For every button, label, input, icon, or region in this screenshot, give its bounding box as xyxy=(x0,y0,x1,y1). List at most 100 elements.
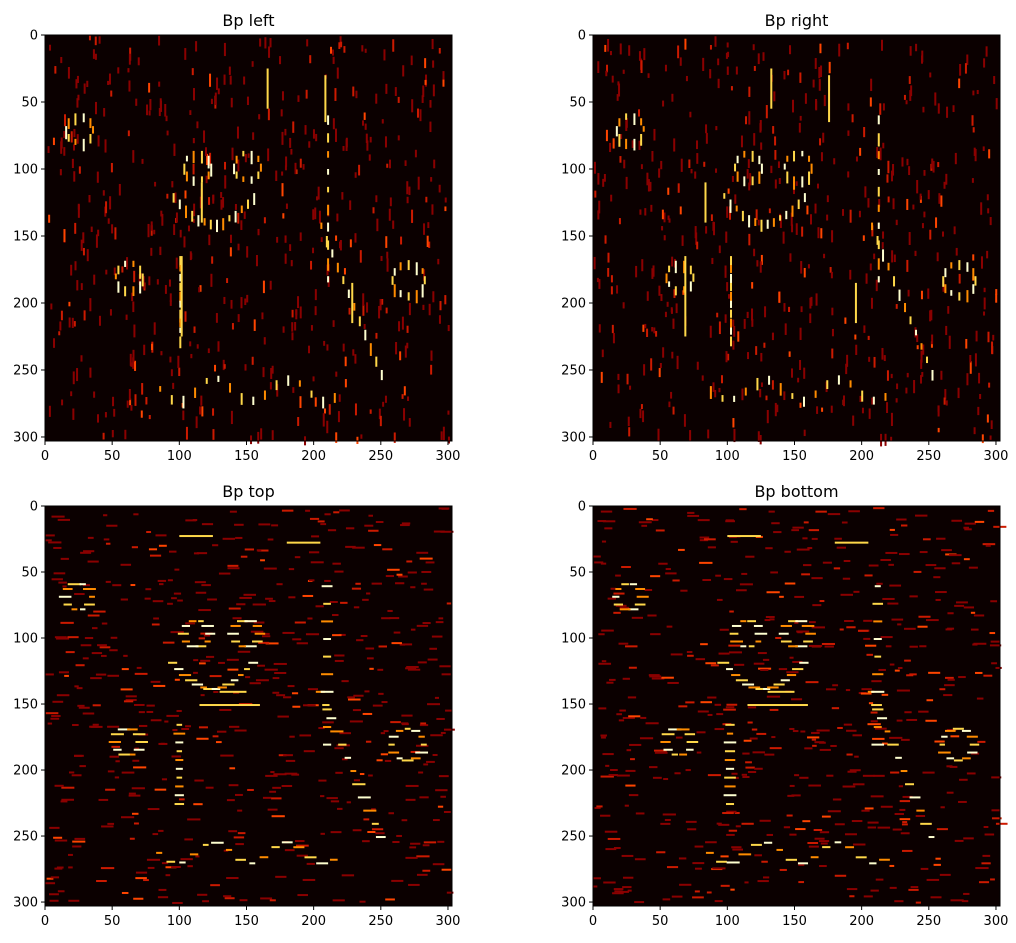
heatmap-cell xyxy=(193,203,196,217)
heatmap-cell xyxy=(227,668,239,671)
heatmap-cell xyxy=(664,311,667,318)
heatmap-cell xyxy=(271,797,282,800)
heatmap-cell xyxy=(373,544,382,547)
heatmap-cell xyxy=(80,283,83,290)
heatmap-cell xyxy=(799,327,802,340)
heatmap-cell xyxy=(270,771,275,774)
heatmap-cell xyxy=(892,828,902,831)
heatmap-cell xyxy=(932,160,935,173)
heatmap-cell xyxy=(748,182,751,191)
heatmap-cell xyxy=(398,321,401,332)
heatmap-cell xyxy=(49,44,52,51)
heatmap-cell xyxy=(195,855,200,858)
heatmap-cell xyxy=(954,839,964,842)
heatmap-edge-cell xyxy=(266,68,269,109)
y-tick-label: 100 xyxy=(561,632,586,647)
heatmap-cell xyxy=(444,206,447,212)
heatmap-cell xyxy=(237,832,246,835)
heatmap-cell xyxy=(880,433,883,447)
heatmap-cell xyxy=(601,629,614,632)
heatmap-cell xyxy=(667,187,670,195)
heatmap-edge-cell xyxy=(327,222,330,232)
heatmap-cell xyxy=(653,749,667,752)
heatmap-cell xyxy=(109,309,112,316)
heatmap-cell xyxy=(880,805,893,808)
heatmap-cell xyxy=(901,738,910,741)
heatmap-cell xyxy=(320,523,327,526)
heatmap-cell xyxy=(687,514,700,517)
heatmap-cell xyxy=(653,128,656,141)
heatmap-edge-cell xyxy=(244,620,257,623)
x-tick-label: 200 xyxy=(849,449,874,464)
heatmap-cell xyxy=(661,226,664,231)
heatmap-cell xyxy=(949,765,958,768)
heatmap-cell xyxy=(361,45,364,52)
heatmap-cell xyxy=(305,509,311,512)
heatmap-cell xyxy=(384,136,387,148)
heatmap-edge-cell xyxy=(89,595,95,598)
heatmap-cell xyxy=(317,520,325,523)
heatmap-edge-cell xyxy=(205,632,216,635)
heatmap-edge-cell xyxy=(179,300,182,308)
heatmap-cell xyxy=(925,619,939,622)
heatmap-cell xyxy=(870,720,878,723)
heatmap-cell xyxy=(68,301,71,307)
heatmap-cell xyxy=(759,261,762,273)
heatmap-cell xyxy=(617,81,620,86)
heatmap-cell xyxy=(403,386,406,396)
heatmap-cell xyxy=(277,715,289,718)
heatmap-cell xyxy=(647,73,650,78)
heatmap-edge-cell xyxy=(786,155,789,162)
heatmap-edge-cell xyxy=(730,273,733,286)
heatmap-cell xyxy=(365,647,375,650)
heatmap-cell xyxy=(388,208,391,221)
heatmap-cell xyxy=(651,150,654,162)
heatmap-cell xyxy=(428,303,431,316)
heatmap-cell xyxy=(593,877,601,880)
heatmap-edge-cell xyxy=(173,732,186,735)
heatmap-edge-cell xyxy=(410,757,421,760)
heatmap-cell xyxy=(790,212,793,226)
heatmap-cell xyxy=(77,704,85,707)
heatmap-edge-cell xyxy=(887,743,899,746)
heatmap-cell xyxy=(257,431,260,444)
heatmap-cell xyxy=(609,421,612,428)
heatmap-cell xyxy=(685,701,695,704)
heatmap-cell xyxy=(93,274,96,285)
heatmap-cell xyxy=(681,235,684,246)
heatmap-cell xyxy=(800,261,803,274)
heatmap-cell xyxy=(70,391,73,397)
heatmap-cell xyxy=(604,830,618,833)
heatmap-cell xyxy=(436,717,445,720)
heatmap-edge-cell xyxy=(67,583,82,586)
heatmap-cell xyxy=(394,87,397,97)
heatmap-cell xyxy=(717,78,720,89)
heatmap-cell xyxy=(281,91,284,101)
heatmap-cell xyxy=(151,623,160,626)
heatmap-cell xyxy=(158,35,161,46)
heatmap-edge-cell xyxy=(717,661,730,664)
heatmap-edge-cell xyxy=(854,282,857,324)
heatmap-cell xyxy=(739,583,753,586)
heatmap-edge-cell xyxy=(683,286,686,293)
heatmap-cell xyxy=(339,509,350,512)
heatmap-edge-cell xyxy=(203,218,206,226)
heatmap-cell xyxy=(170,369,173,377)
heatmap-cell xyxy=(625,784,636,787)
heatmap-cell xyxy=(925,719,937,722)
heatmap-edge-cell xyxy=(884,393,887,401)
heatmap-cell xyxy=(375,332,378,339)
heatmap-cell xyxy=(895,304,898,309)
heatmap-cell xyxy=(53,836,63,839)
heatmap-cell xyxy=(927,288,930,299)
heatmap-cell xyxy=(244,298,247,306)
heatmap-cell xyxy=(97,414,100,423)
heatmap-cell xyxy=(447,325,450,332)
heatmap-edge-cell xyxy=(966,735,978,738)
heatmap-cell xyxy=(705,841,717,844)
heatmap-edge-cell xyxy=(204,640,211,643)
heatmap-cell xyxy=(739,508,747,511)
heatmap-cell xyxy=(234,523,244,526)
heatmap-cell xyxy=(440,731,446,734)
heatmap-edge-cell xyxy=(217,686,227,689)
